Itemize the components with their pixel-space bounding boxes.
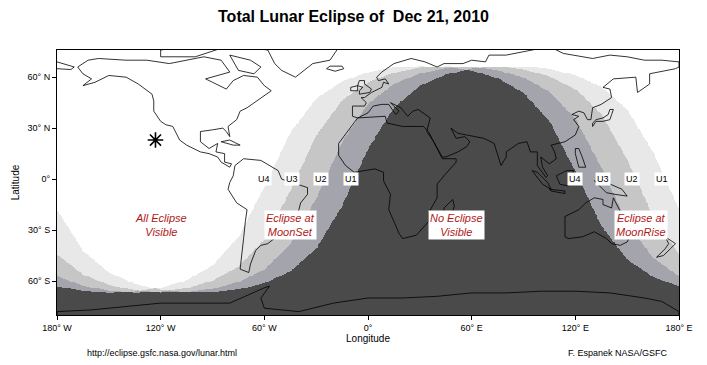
svg-text:Latitude: Latitude xyxy=(10,164,21,200)
svg-text:U1: U1 xyxy=(656,174,668,184)
svg-text:U4: U4 xyxy=(569,174,581,184)
svg-text:Total Lunar Eclipse of Dec 21: Total Lunar Eclipse of Dec 21, 2010 xyxy=(218,8,489,25)
svg-text:U1: U1 xyxy=(345,174,357,184)
svg-text:180° W: 180° W xyxy=(42,323,72,333)
svg-text:All EclipseVisible: All EclipseVisible xyxy=(135,212,187,238)
svg-text:120° E: 120° E xyxy=(562,323,589,333)
svg-text:No EclipseVisible: No EclipseVisible xyxy=(430,212,483,238)
svg-text:60° N: 60° N xyxy=(28,72,51,82)
svg-text:30° S: 30° S xyxy=(28,225,50,235)
svg-text:http://eclipse.gsfc.nasa.gov/l: http://eclipse.gsfc.nasa.gov/lunar.html xyxy=(87,348,237,358)
svg-text:60° W: 60° W xyxy=(252,323,277,333)
svg-text:U3: U3 xyxy=(286,174,298,184)
svg-text:60° E: 60° E xyxy=(461,323,483,333)
svg-text:120° W: 120° W xyxy=(146,323,176,333)
svg-text:Longitude: Longitude xyxy=(346,333,390,344)
svg-text:180° E: 180° E xyxy=(665,323,692,333)
svg-text:U3: U3 xyxy=(597,174,609,184)
svg-text:U2: U2 xyxy=(626,174,638,184)
svg-text:Eclipse atMoonSet: Eclipse atMoonSet xyxy=(266,212,315,238)
svg-text:30° N: 30° N xyxy=(28,123,51,133)
svg-text:0°: 0° xyxy=(364,323,373,333)
svg-text:60° S: 60° S xyxy=(28,276,50,286)
svg-text:Eclipse atMoonRise: Eclipse atMoonRise xyxy=(616,212,666,238)
svg-text:F. Espanek NASA/GSFC: F. Espanek NASA/GSFC xyxy=(568,348,668,358)
svg-text:0°: 0° xyxy=(42,174,51,184)
svg-text:U2: U2 xyxy=(315,174,327,184)
svg-text:U4: U4 xyxy=(258,174,270,184)
